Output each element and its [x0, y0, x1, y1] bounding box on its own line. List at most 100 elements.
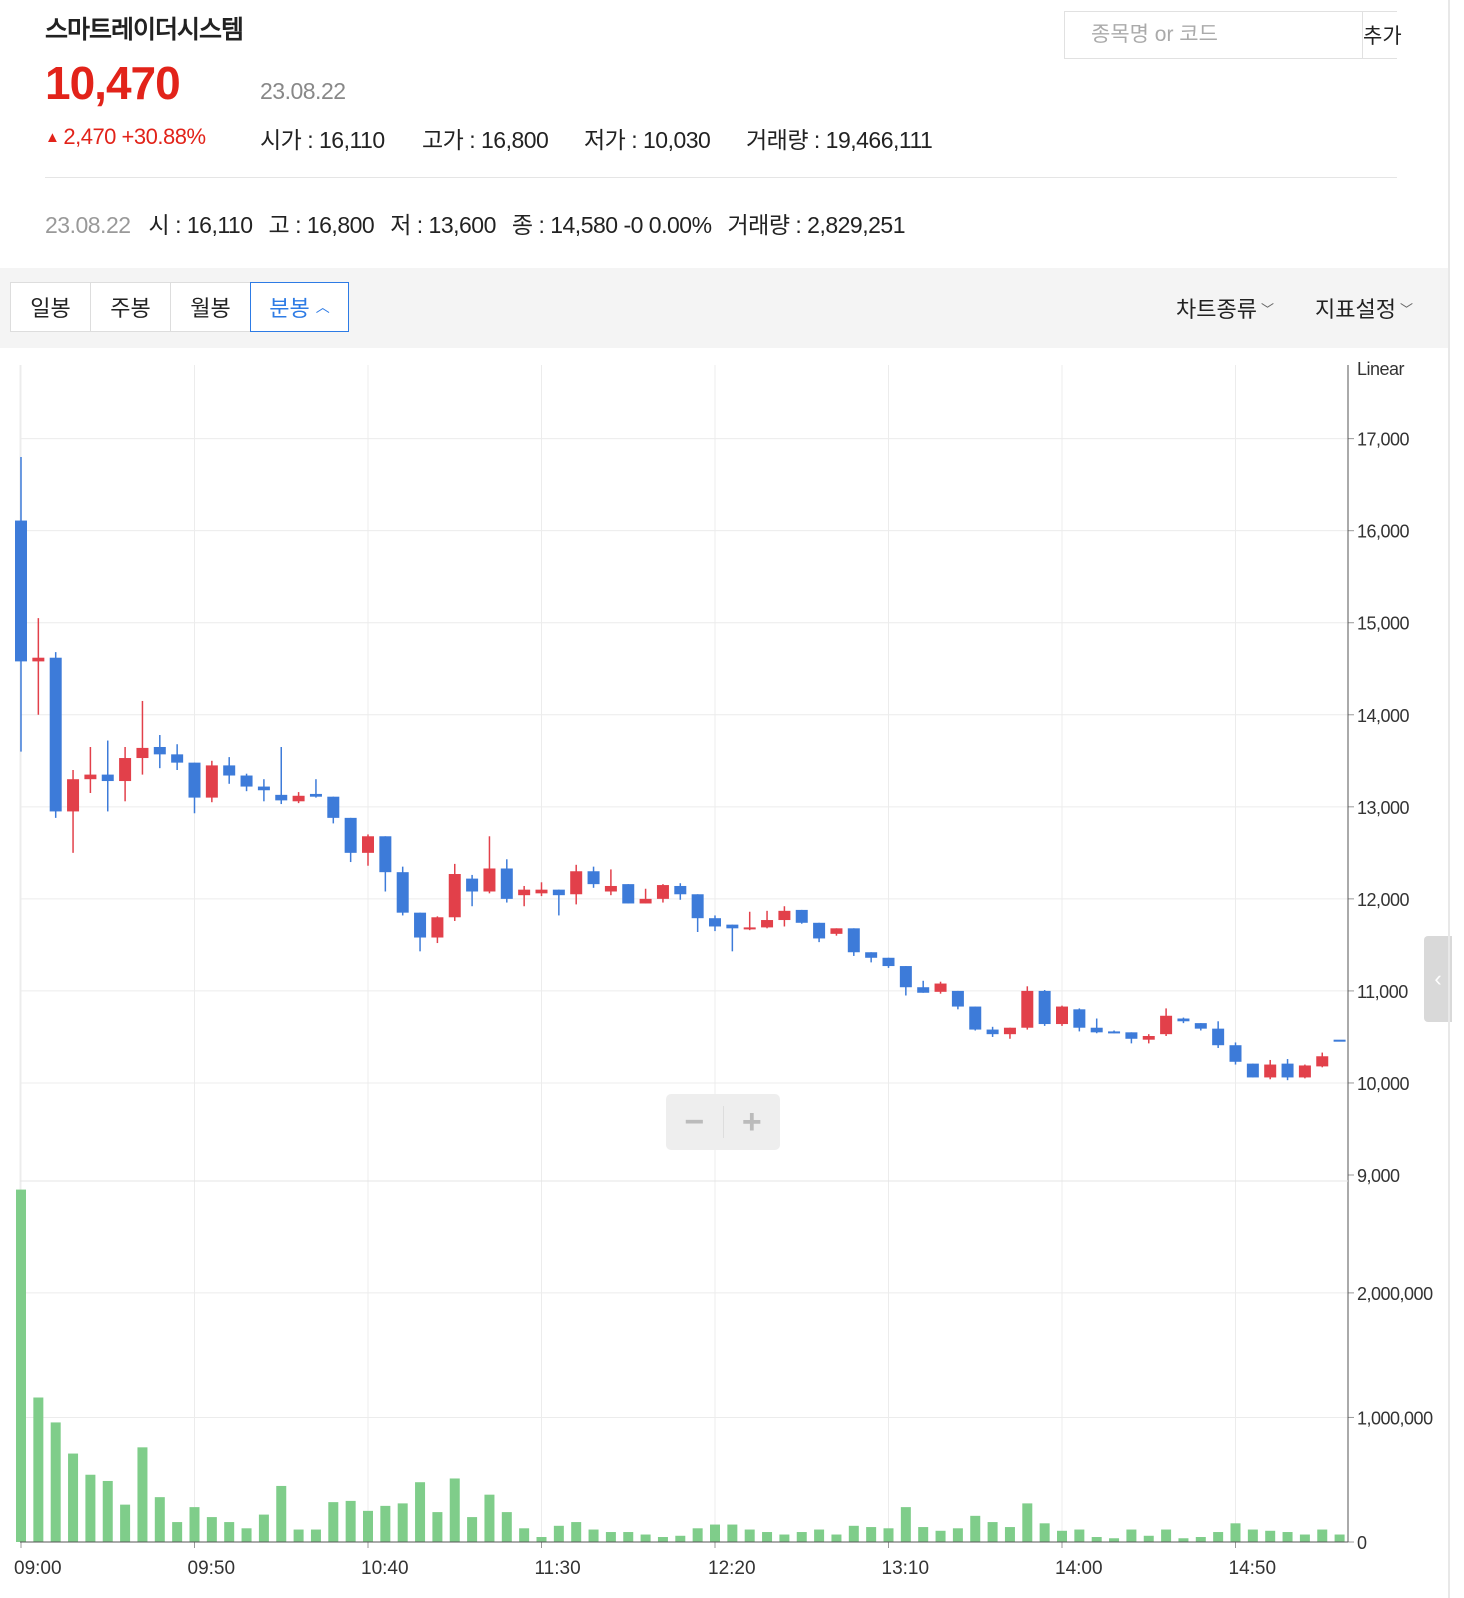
- time-label: 11:30: [535, 1558, 581, 1579]
- high-price: 고가 : 16,800: [422, 127, 549, 153]
- time-label: 12:20: [708, 1558, 756, 1579]
- candle-body: [1160, 1015, 1173, 1035]
- chart-type-menu[interactable]: 차트종류 ﹀: [1176, 292, 1274, 324]
- volume-bar: [154, 1497, 165, 1542]
- plus-icon[interactable]: +: [741, 1102, 762, 1141]
- tab-minute[interactable]: 분봉 ︿: [250, 282, 349, 332]
- volume-bar: [1074, 1529, 1085, 1542]
- volume-bar: [1334, 1534, 1345, 1542]
- volume-bar: [675, 1535, 686, 1542]
- candle-body: [726, 924, 739, 929]
- candle-body: [379, 836, 392, 873]
- volume-bar: [68, 1453, 79, 1542]
- volume-bar: [397, 1503, 408, 1542]
- ohlc-high: 고 : 16,800: [268, 212, 375, 238]
- candle-body: [344, 817, 357, 853]
- volume-tick-label: 1,000,000: [1357, 1408, 1433, 1428]
- volume-bar: [831, 1534, 842, 1542]
- volume-bar: [727, 1524, 738, 1542]
- add-button[interactable]: 추가: [1362, 12, 1402, 58]
- volume-bar: [657, 1537, 668, 1542]
- price-candles: [15, 457, 1346, 1081]
- chart-type-label: 차트종류: [1176, 297, 1257, 322]
- candle-body: [570, 871, 583, 895]
- candle-body: [1246, 1063, 1259, 1078]
- candle-body: [934, 983, 947, 992]
- volume-bar: [536, 1537, 547, 1542]
- candle-body: [431, 917, 444, 938]
- tab-daily[interactable]: 일봉: [10, 282, 91, 332]
- current-price: 10,470: [45, 57, 181, 109]
- candle-body: [986, 1029, 999, 1035]
- ohlc-readout: 23.08.22 시 : 16,110 고 : 16,800 저 : 13,600 종 …: [45, 206, 906, 240]
- minus-icon[interactable]: −: [684, 1102, 705, 1141]
- candle-body: [32, 657, 45, 662]
- ohlc-date: 23.08.22: [45, 212, 131, 238]
- candle-body: [865, 952, 878, 958]
- candle-body: [639, 898, 652, 904]
- candle-body: [795, 909, 808, 923]
- candle-body: [1142, 1036, 1155, 1040]
- candle-body: [119, 758, 132, 782]
- candle-body: [518, 889, 531, 896]
- volume-bar: [883, 1528, 894, 1542]
- candle-body: [1177, 1018, 1190, 1022]
- volume-bar: [1213, 1532, 1224, 1542]
- candle-body: [535, 889, 548, 894]
- volume-bar: [692, 1528, 703, 1542]
- price-tick-label: 15,000: [1357, 614, 1410, 634]
- volume-bar: [952, 1528, 963, 1542]
- candle-body: [396, 872, 409, 913]
- volume-bar: [449, 1478, 460, 1542]
- volume-bar: [1265, 1530, 1276, 1542]
- volume-bar: [1022, 1503, 1033, 1542]
- ohlc-volume: 거래량 : 2,829,251: [727, 212, 906, 238]
- price-tick-label: 12,000: [1357, 890, 1410, 910]
- volume-bar: [640, 1534, 651, 1542]
- candle-body: [622, 884, 635, 904]
- tab-monthly[interactable]: 월봉: [170, 282, 251, 332]
- candle-body: [969, 1006, 982, 1030]
- chart-grid: [19, 365, 1348, 1542]
- time-label: 14:00: [1055, 1558, 1103, 1579]
- candle-body: [1333, 1039, 1346, 1042]
- candle-body: [448, 874, 461, 918]
- volume-bar: [33, 1397, 44, 1542]
- candle-body: [327, 796, 340, 818]
- zoom-control: − +: [666, 1094, 780, 1150]
- candle-body: [466, 878, 479, 892]
- search-input[interactable]: [1065, 12, 1362, 58]
- volume-bar: [293, 1529, 304, 1542]
- volume-bar: [1195, 1537, 1206, 1542]
- chevron-left-icon[interactable]: ‹: [1424, 936, 1452, 1022]
- volume-bar: [1143, 1535, 1154, 1542]
- volume-bar: [380, 1505, 391, 1542]
- volume-bar: [744, 1529, 755, 1542]
- volume-bar: [987, 1522, 998, 1542]
- volume-bar: [1317, 1529, 1328, 1542]
- candle-body: [709, 918, 721, 927]
- candle-body: [1229, 1045, 1242, 1062]
- tab-minute-label: 분봉: [269, 296, 310, 321]
- volume-bar: [16, 1189, 26, 1542]
- volume-bar: [310, 1529, 321, 1542]
- open-price: 시가 : 16,110: [260, 127, 385, 153]
- price-tick-label: 11,000: [1357, 982, 1408, 1002]
- candle-body: [1194, 1023, 1207, 1029]
- volume-bar: [172, 1522, 183, 1542]
- candle-body: [1090, 1027, 1103, 1033]
- candle-body: [362, 836, 374, 853]
- candle-body: [1316, 1056, 1329, 1067]
- candle-body: [917, 987, 930, 993]
- candle-body: [15, 520, 27, 662]
- volume-tick-label: 2,000,000: [1357, 1284, 1433, 1304]
- volume-bar: [900, 1507, 911, 1542]
- candle-body: [101, 774, 114, 782]
- volume-bar: [796, 1532, 807, 1542]
- candle-body: [761, 920, 774, 928]
- candle-body: [240, 775, 253, 787]
- indicator-menu[interactable]: 지표설정 ﹀: [1315, 292, 1413, 324]
- candle-body: [951, 990, 964, 1007]
- candle-body: [67, 779, 80, 812]
